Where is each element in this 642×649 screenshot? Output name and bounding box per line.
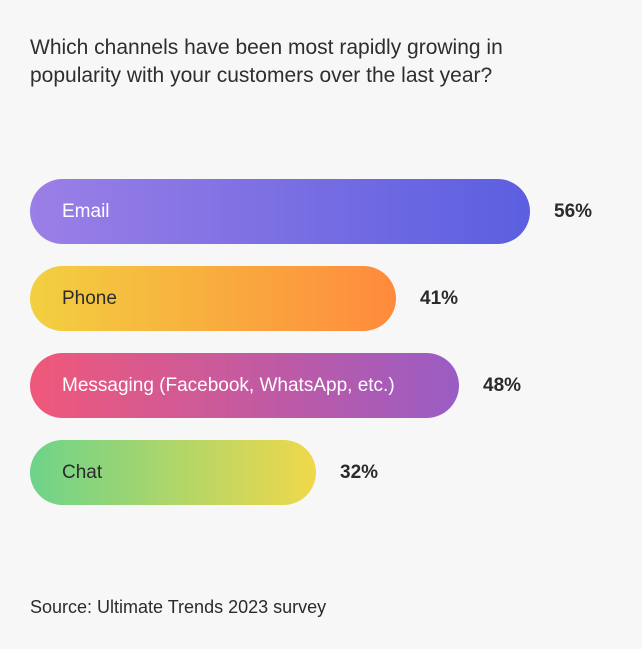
value-label-messaging: 48%: [483, 375, 522, 396]
bar-chat: [30, 440, 316, 505]
bar-row-phone: Phone 41%: [30, 266, 630, 331]
value-label-email: 56%: [554, 201, 593, 222]
bar-row-messaging: Messaging (Facebook, WhatsApp, etc.) 48%: [30, 353, 630, 418]
bar-row-chat: Chat 32%: [30, 440, 630, 505]
chart-title: Which channels have been most rapidly gr…: [30, 36, 503, 87]
bar-messaging: [30, 353, 459, 418]
bar-label-messaging: Messaging (Facebook, WhatsApp, etc.): [62, 375, 395, 396]
bar-email: [30, 179, 530, 244]
bar-row-email: Email 56%: [30, 179, 630, 244]
bar-label-email: Email: [62, 201, 110, 222]
source-note: Source: Ultimate Trends 2023 survey: [30, 597, 327, 617]
bar-phone: [30, 266, 396, 331]
bar-chart: Email 56% Phone 41% Messaging (Facebook, Wha…: [30, 179, 630, 527]
value-label-phone: 41%: [420, 288, 459, 309]
value-label-chat: 32%: [340, 462, 379, 483]
bar-label-phone: Phone: [62, 288, 117, 309]
bar-label-chat: Chat: [62, 462, 103, 483]
